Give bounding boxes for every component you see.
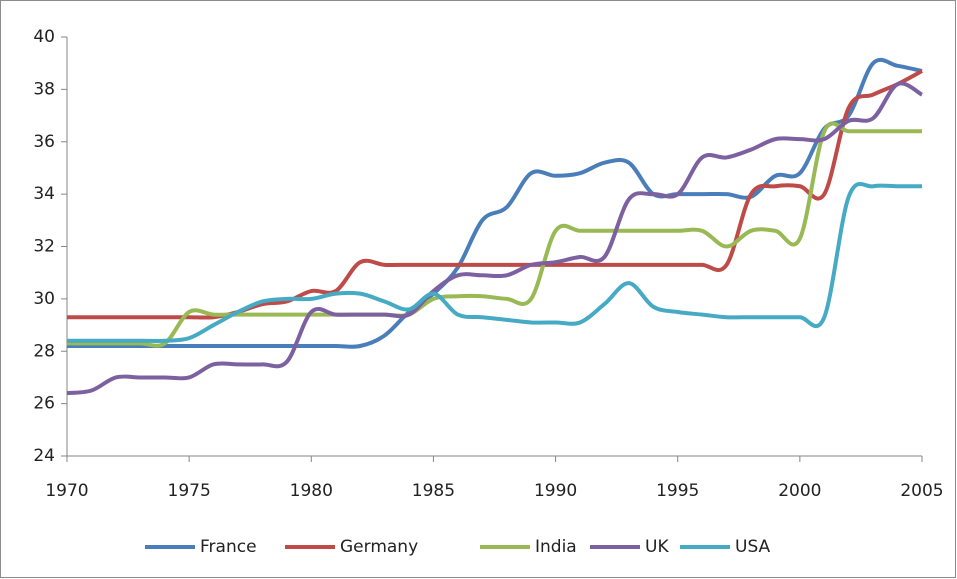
series-line [67, 121, 922, 348]
x-tick-label: 1970 [45, 481, 88, 501]
x-tick-label: 1980 [290, 481, 333, 501]
y-tick-label: 32 [33, 237, 55, 257]
series-line [66, 81, 924, 396]
legend-label: France [200, 537, 257, 557]
legend-label: UK [645, 537, 669, 557]
y-tick-label: 30 [33, 289, 55, 309]
x-tick-label: 2005 [900, 481, 943, 501]
legend-label: USA [735, 537, 771, 557]
y-tick-label: 28 [33, 341, 55, 361]
y-tick-label: 40 [33, 27, 55, 47]
y-tick-label: 34 [33, 184, 55, 204]
legend-label: India [535, 537, 577, 557]
series-line [66, 181, 922, 343]
x-tick-label: 1995 [656, 481, 699, 501]
legend-label: Germany [340, 537, 418, 557]
series-line [67, 57, 923, 349]
y-tick-label: 36 [33, 132, 55, 152]
x-tick-label: 1975 [168, 481, 211, 501]
x-tick-label: 1990 [534, 481, 577, 501]
series-line [67, 69, 923, 320]
y-tick-label: 24 [33, 446, 55, 466]
y-tick-label: 38 [33, 79, 55, 99]
y-tick-label: 26 [33, 394, 55, 414]
x-tick-label: 1985 [412, 481, 455, 501]
x-tick-label: 2000 [778, 481, 821, 501]
